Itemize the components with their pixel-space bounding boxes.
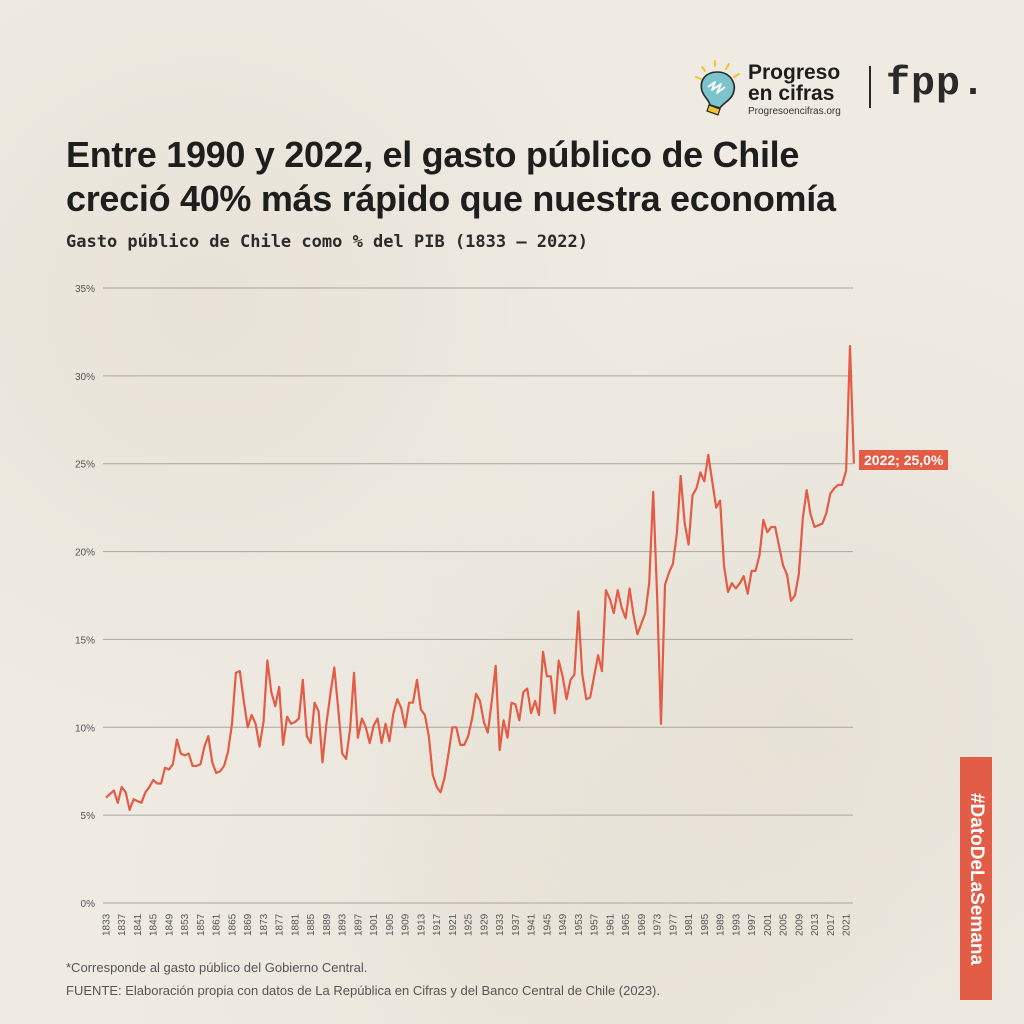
end-value-label: 2022; 25,0% (859, 450, 949, 470)
x-tick-label: 1925 (464, 913, 475, 936)
y-tick-label: 35% (75, 284, 95, 295)
x-tick-label: 1973 (653, 913, 664, 936)
x-tick-label: 2001 (763, 913, 774, 936)
x-tick-label: 1937 (511, 913, 522, 936)
x-tick-label: 1877 (275, 913, 286, 936)
logo-title-line1: Progreso (748, 61, 841, 84)
x-tick-label: 1993 (731, 913, 742, 936)
x-tick-label: 1981 (684, 913, 695, 936)
x-tick-label: 1997 (747, 913, 758, 936)
x-tick-label: 1833 (102, 913, 113, 936)
x-tick-label: 2017 (826, 913, 837, 936)
x-tick-label: 2009 (794, 913, 805, 936)
x-tick-label: 1989 (716, 913, 727, 936)
hashtag-text: #DatoDeLaSemana (966, 792, 987, 965)
y-tick-label: 25% (75, 460, 95, 471)
x-tick-label: 1929 (479, 913, 490, 936)
x-tick-label: 1881 (290, 913, 301, 936)
series-line (105, 344, 855, 811)
y-tick-label: 10% (75, 723, 95, 734)
headline-line2: creció 40% más rápido que nuestra econom… (66, 178, 836, 219)
x-tick-label: 1945 (542, 913, 553, 936)
chart-subtitle: Gasto público de Chile como % del PIB (1… (66, 232, 588, 252)
lightbulb-icon (695, 60, 740, 116)
y-tick-label: 30% (75, 372, 95, 383)
x-tick-label: 1885 (306, 913, 317, 936)
x-tick-label: 1985 (700, 913, 711, 936)
x-tick-label: 1905 (385, 913, 396, 936)
x-tick-label: 1969 (637, 913, 648, 936)
x-tick-label: 1845 (149, 913, 160, 936)
y-tick-label: 0% (81, 899, 96, 910)
x-tick-label: 1949 (558, 913, 569, 936)
y-tick-label: 15% (75, 635, 95, 646)
footnote: *Corresponde al gasto público del Gobier… (66, 960, 368, 975)
x-tick-label: 1837 (117, 913, 128, 936)
x-tick-label: 1853 (180, 913, 191, 936)
x-tick-label: 1849 (164, 913, 175, 936)
x-tick-label: 1965 (621, 913, 632, 936)
x-tick-label: 1897 (353, 913, 364, 936)
x-tick-label: 1865 (227, 913, 238, 936)
x-tick-label: 1901 (369, 913, 380, 936)
partner-logo: fpp. (886, 62, 987, 107)
x-tick-label: 1873 (259, 913, 270, 936)
x-tick-label: 1857 (196, 913, 207, 936)
x-tick-label: 1917 (432, 913, 443, 936)
x-tick-label: 2005 (779, 913, 790, 936)
x-tick-label: 1841 (133, 913, 144, 936)
logo-url: Progresoencifras.org (748, 106, 841, 117)
headline-line1: Entre 1990 y 2022, el gasto público de C… (66, 134, 800, 175)
x-tick-label: 1933 (495, 913, 506, 936)
x-tick-label: 1893 (338, 913, 349, 936)
source-note: FUENTE: Elaboración propia con datos de … (66, 983, 660, 998)
logo-title-line2: en cifras (748, 82, 835, 105)
x-tick-label: 2021 (842, 913, 853, 936)
hashtag-badge: #DatoDeLaSemana (960, 757, 992, 1000)
x-tick-label: 1913 (416, 913, 427, 936)
x-tick-label: 1977 (668, 913, 679, 936)
logo-divider (869, 66, 871, 108)
x-tick-label: 1953 (574, 913, 585, 936)
x-tick-label: 1861 (212, 913, 223, 936)
x-tick-label: 1889 (322, 913, 333, 936)
y-tick-label: 5% (81, 811, 96, 822)
x-tick-label: 1869 (243, 913, 254, 936)
x-tick-label: 2013 (810, 913, 821, 936)
x-tick-label: 1961 (605, 913, 616, 936)
chart-headline: Entre 1990 y 2022, el gasto público de C… (66, 133, 966, 221)
brand-logo: Progreso en cifras Progresoencifras.org … (693, 58, 1003, 128)
x-tick-label: 1921 (448, 913, 459, 936)
x-tick-label: 1957 (590, 913, 601, 936)
x-tick-label: 1909 (401, 913, 412, 936)
x-tick-label: 1941 (527, 913, 538, 936)
y-tick-label: 20% (75, 548, 95, 559)
